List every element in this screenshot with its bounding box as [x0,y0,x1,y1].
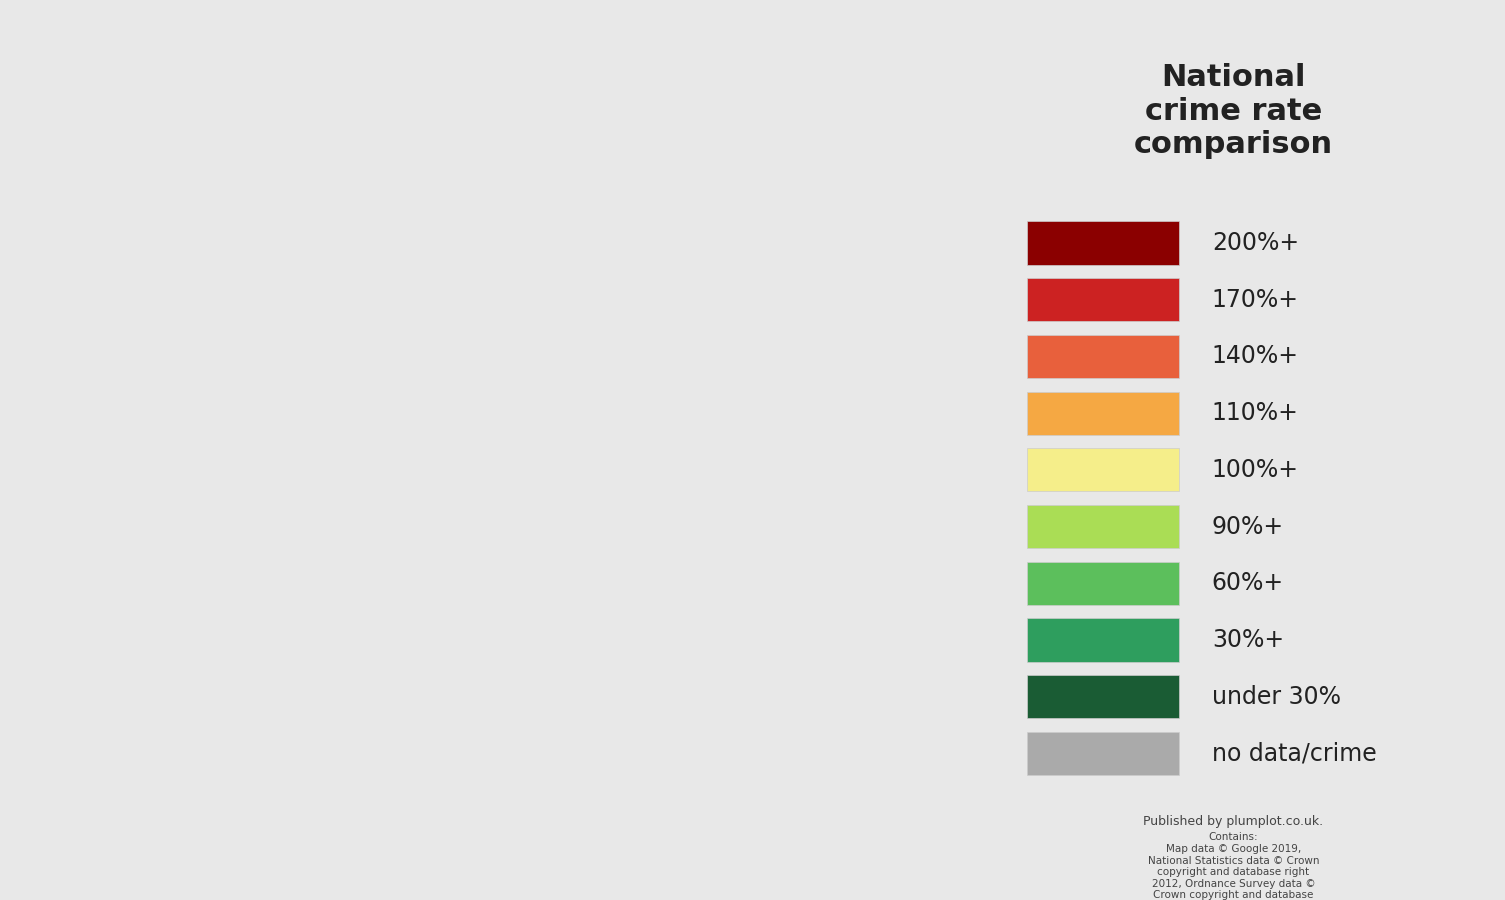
Bar [1026,618,1180,662]
Text: 200%+: 200%+ [1212,231,1299,255]
Bar [1026,675,1180,718]
Bar [1026,732,1180,775]
Bar [1026,221,1180,265]
Text: Published by plumplot.co.uk.: Published by plumplot.co.uk. [1144,814,1323,827]
Text: 170%+: 170%+ [1212,288,1299,311]
Text: National
crime rate
comparison: National crime rate comparison [1133,63,1333,159]
Bar [1026,505,1180,548]
Text: 30%+: 30%+ [1212,628,1284,652]
Bar [1026,448,1180,491]
Text: 60%+: 60%+ [1212,572,1284,595]
Bar [1026,392,1180,435]
Bar [1026,278,1180,321]
Text: 90%+: 90%+ [1212,515,1284,538]
Text: Contains:
Map data © Google 2019,
National Statistics data © Crown
copyright and: Contains: Map data © Google 2019, Nation… [1144,832,1324,900]
Text: no data/crime: no data/crime [1212,742,1377,765]
Text: 140%+: 140%+ [1212,345,1299,368]
Text: 100%+: 100%+ [1212,458,1299,482]
Bar [1026,562,1180,605]
Bar [1026,335,1180,378]
Text: under 30%: under 30% [1212,685,1341,708]
Text: 110%+: 110%+ [1212,401,1299,425]
